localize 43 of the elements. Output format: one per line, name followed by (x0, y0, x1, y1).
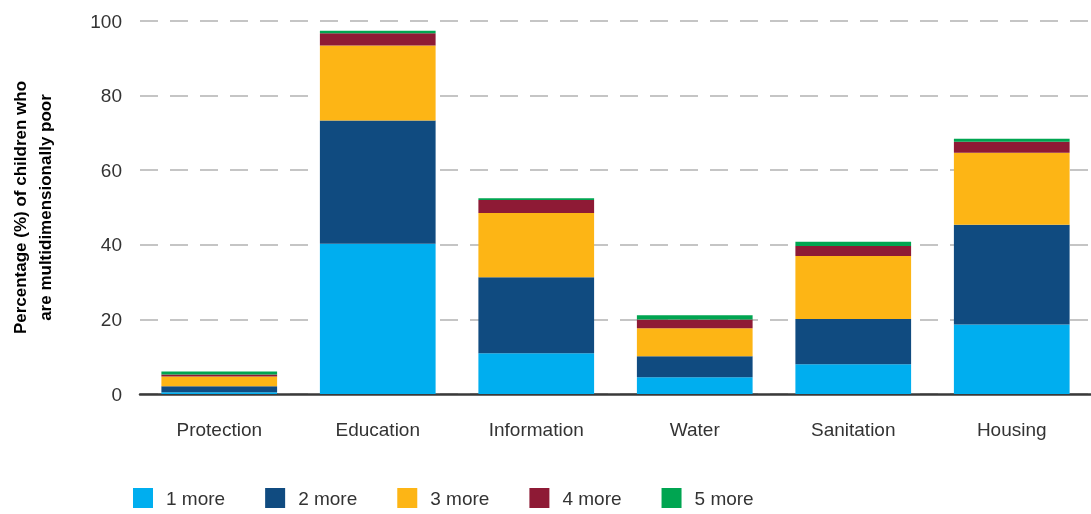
legend-label: 1 more (166, 487, 226, 509)
legend-label: 3 more (430, 487, 490, 509)
y-tick-label: 100 (90, 10, 122, 32)
legend-label: 4 more (562, 487, 622, 509)
bar (795, 364, 912, 394)
bar (953, 141, 1070, 153)
x-tick-label: Protection (176, 419, 263, 440)
y-tick-label: 20 (100, 308, 122, 330)
x-tick-label: Water (669, 419, 721, 440)
bar (953, 224, 1070, 325)
bar (319, 45, 436, 121)
bar (953, 324, 1070, 394)
x-tick-label: Sanitation (810, 419, 896, 440)
y-tick-label: 60 (100, 159, 122, 181)
bar (953, 152, 1070, 225)
y-axis-title: Percentage (%) of children who are multidimensionally poor (11, 80, 55, 335)
x-tick-label: Information (488, 419, 584, 440)
bar (636, 315, 753, 320)
x-tick-label: Housing (976, 419, 1047, 440)
bar (478, 200, 595, 214)
bar (319, 243, 436, 394)
legend-label: 2 more (298, 487, 358, 509)
bar (795, 255, 912, 320)
bar (161, 386, 278, 393)
y-tick-label: 0 (111, 383, 122, 405)
bar (478, 353, 595, 394)
bar (636, 377, 753, 394)
bar (319, 120, 436, 244)
bar (319, 33, 436, 46)
x-tick-label: Education (335, 419, 421, 440)
bar (636, 356, 753, 378)
y-tick-label: 80 (100, 85, 122, 107)
bar (795, 245, 912, 256)
bar (636, 319, 753, 329)
bar (161, 376, 278, 387)
legend-label: 5 more (694, 487, 754, 509)
bar (795, 319, 912, 365)
bar (636, 328, 753, 357)
y-tick-label: 40 (100, 234, 122, 256)
bar (478, 213, 595, 278)
bar (795, 241, 912, 246)
bar (953, 138, 1070, 142)
bar (478, 277, 595, 354)
